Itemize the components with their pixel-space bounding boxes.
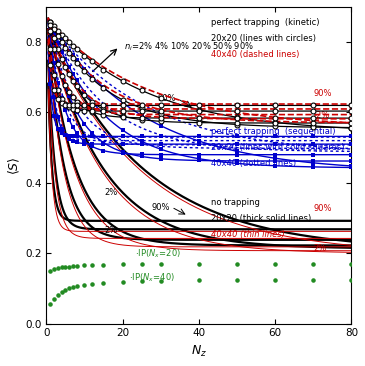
Text: $\cdot$IP$(N_x\!=\!20)$: $\cdot$IP$(N_x\!=\!20)$ — [135, 247, 181, 260]
Text: 20x20 (thick solid lines): 20x20 (thick solid lines) — [211, 214, 311, 223]
Text: -2%: -2% — [313, 111, 330, 120]
Text: $n_i$=2% 4% 10% 20% 50% 90%: $n_i$=2% 4% 10% 20% 50% 90% — [124, 40, 254, 53]
Text: 2%: 2% — [104, 188, 118, 197]
Text: 90%: 90% — [151, 202, 170, 212]
Text: 90%: 90% — [313, 204, 332, 213]
Text: $\cdot$IP$(N_x\!=\!40)$: $\cdot$IP$(N_x\!=\!40)$ — [128, 272, 175, 284]
Text: 40x40 (thin lines): 40x40 (thin lines) — [211, 230, 285, 239]
Text: 90%: 90% — [158, 94, 176, 103]
X-axis label: $N_z$: $N_z$ — [191, 344, 207, 359]
Text: 20x20 (lines with circles): 20x20 (lines with circles) — [211, 34, 316, 43]
Text: 2%: 2% — [104, 226, 118, 235]
Y-axis label: $\langle S \rangle$: $\langle S \rangle$ — [7, 156, 22, 175]
Text: 2%: 2% — [313, 244, 327, 253]
Text: 90%: 90% — [313, 89, 332, 98]
Text: 40x40 (dotted lines): 40x40 (dotted lines) — [211, 159, 296, 168]
Text: 20x20 (lines with solid squares): 20x20 (lines with solid squares) — [211, 143, 345, 152]
Text: perfect trapping  (kinetic): perfect trapping (kinetic) — [211, 18, 320, 27]
Text: 40x40 (dashed lines): 40x40 (dashed lines) — [211, 50, 299, 59]
Text: perfect trapping  (sequential): perfect trapping (sequential) — [211, 127, 335, 136]
Text: no trapping: no trapping — [211, 198, 260, 208]
